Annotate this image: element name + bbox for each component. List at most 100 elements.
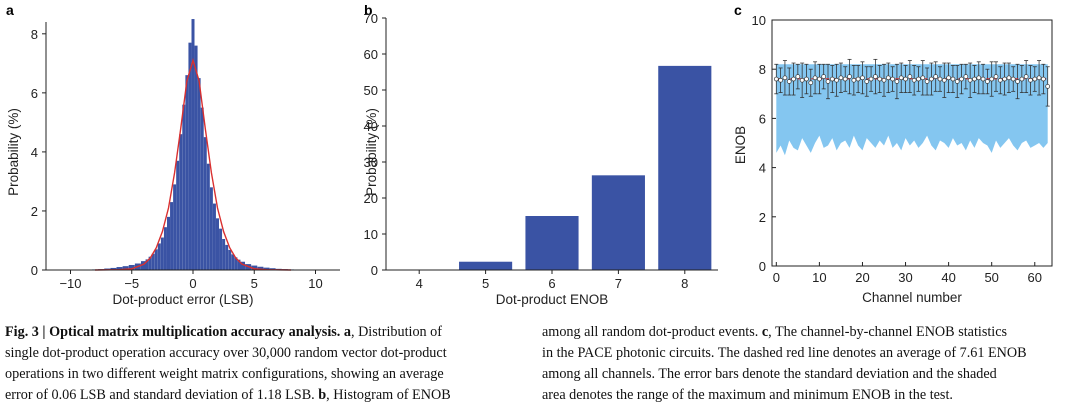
histogram-bar <box>234 257 238 270</box>
histogram-bar <box>145 259 149 270</box>
x-tick-label: 4 <box>416 276 423 291</box>
histogram-bar <box>116 267 123 270</box>
data-point <box>829 76 835 82</box>
data-point <box>786 79 792 84</box>
data-point <box>1006 75 1012 81</box>
data-point <box>791 76 796 82</box>
caption-text: operations in two different weight matri… <box>5 366 444 382</box>
data-point <box>963 74 969 79</box>
data-point <box>959 76 964 82</box>
histogram-bar <box>237 259 241 270</box>
data-point <box>941 77 947 83</box>
y-tick-label: 0 <box>371 263 378 278</box>
fit-curve <box>94 57 292 271</box>
data-point <box>933 74 939 79</box>
histogram-bar <box>251 265 258 270</box>
histogram-bar <box>154 249 158 270</box>
data-point <box>868 76 874 82</box>
panel-letter-a: a <box>6 2 14 18</box>
data-point <box>804 76 809 82</box>
histogram-bar <box>206 163 210 270</box>
caption-text: area denotes the range of the maximum an… <box>542 387 953 403</box>
data-point <box>972 76 977 82</box>
caption-text: b <box>318 387 327 403</box>
data-point <box>851 77 857 83</box>
x-tick-label: 8 <box>681 276 688 291</box>
histogram-bar <box>191 19 195 270</box>
data-point <box>812 75 818 81</box>
data-point <box>1015 79 1020 84</box>
histogram-bar <box>219 228 223 270</box>
data-point <box>877 76 883 82</box>
data-point <box>894 79 900 84</box>
data-point <box>808 80 814 86</box>
data-point <box>898 75 904 81</box>
x-tick-label: 40 <box>941 270 955 285</box>
histogram-bar <box>151 253 155 270</box>
x-tick-label: −5 <box>124 276 139 291</box>
min-max-shaded-area <box>776 64 1048 156</box>
caption-left-line: operations in two different weight matri… <box>5 364 525 385</box>
x-tick-label: 5 <box>482 276 489 291</box>
x-tick-label: 10 <box>812 270 826 285</box>
x-axis-label: Channel number <box>862 290 962 305</box>
data-point <box>825 79 831 84</box>
caption-right-column: among all random dot-product events. c, … <box>542 322 1062 406</box>
histogram-bar <box>185 75 189 271</box>
histogram-bar <box>225 244 229 270</box>
caption-text: , The channel-by-channel ENOB statistics <box>768 324 1008 340</box>
y-tick-label: 8 <box>759 62 766 77</box>
data-point <box>885 75 891 81</box>
panel-letter-b: b <box>364 2 373 18</box>
plot-frame <box>771 19 1053 267</box>
data-point <box>903 76 908 82</box>
y-axis-label: Probability (%) <box>364 108 379 196</box>
caption-right-line: in the PACE photonic circuits. The dashe… <box>542 343 1062 364</box>
data-point <box>911 77 917 83</box>
y-tick-label: 2 <box>759 210 766 225</box>
x-tick-label: 5 <box>251 276 258 291</box>
data-point <box>946 75 951 81</box>
data-point <box>1002 76 1007 82</box>
data-point <box>799 77 805 83</box>
caption-right-line: area denotes the range of the maximum an… <box>542 385 1062 406</box>
y-tick-label: 0 <box>31 263 38 278</box>
bar-enob-7 <box>591 175 645 270</box>
data-point <box>1028 77 1033 83</box>
data-point <box>989 76 995 82</box>
bar-enob-6 <box>525 216 579 270</box>
caption-text: c <box>761 324 769 340</box>
histogram-bar <box>140 261 148 270</box>
data-point <box>1019 76 1025 82</box>
data-point <box>907 74 913 79</box>
chart-b-enob-histogram: 4 5 6 7 8 0 10 20 30 40 50 60 70 Dot-product ENOB Prob… <box>364 11 718 307</box>
data-point <box>838 75 844 81</box>
chart-a-histogram: 0 2 4 6 8 −10 −5 0 5 10 Dot-product error (LSB) Pro… <box>6 19 340 307</box>
data-point <box>967 77 973 83</box>
y-tick-label: 4 <box>759 161 766 176</box>
x-axis-label: Dot-product error (LSB) <box>112 292 253 307</box>
histogram-bar <box>163 227 167 270</box>
histogram-bar <box>160 237 164 270</box>
histogram-bar <box>231 254 235 270</box>
caption-text: Fig. 3 | Optical matrix multiplication a… <box>5 324 344 340</box>
data-point <box>976 75 982 81</box>
caption-left-line: error of 0.06 LSB and standard deviation… <box>5 385 525 406</box>
histogram-bar <box>128 264 135 270</box>
caption-left-column: Fig. 3 | Optical matrix multiplication a… <box>5 322 525 406</box>
histogram-bar <box>188 42 192 270</box>
x-tick-label: 0 <box>189 276 196 291</box>
bar-enob-8 <box>658 65 712 270</box>
data-point <box>782 75 788 81</box>
y-tick-label: 40 <box>364 119 378 134</box>
x-tick-label: 30 <box>898 270 912 285</box>
y-tick-label: 30 <box>364 155 378 170</box>
bar-enob-5 <box>459 261 513 270</box>
caption-right-line: among all random dot-product events. c, … <box>542 322 1062 343</box>
y-tick-label: 6 <box>31 86 38 101</box>
data-point <box>855 76 861 82</box>
data-point <box>1023 74 1029 79</box>
x-axis-label: Dot-product ENOB <box>496 292 609 307</box>
histogram-bar <box>170 202 174 270</box>
histogram-bar <box>222 239 226 270</box>
